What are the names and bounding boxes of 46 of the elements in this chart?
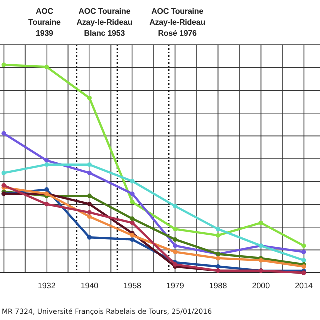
x-tick-label: 2000: [252, 282, 271, 291]
point: [87, 235, 92, 240]
x-tick-label: 2014: [295, 282, 314, 291]
text: AOC Touraine Azay-le-Rideau Rosé 1976: [150, 7, 206, 38]
point: [44, 64, 50, 70]
point: [130, 192, 135, 196]
point: [216, 256, 221, 261]
point: [302, 250, 306, 254]
point: [87, 96, 92, 101]
point: [130, 216, 135, 222]
point: [87, 210, 92, 215]
point: [173, 204, 178, 209]
point: [302, 258, 306, 263]
point: [130, 220, 135, 226]
point: [87, 194, 92, 198]
text: AOC Touraine 1939: [28, 7, 62, 38]
x-tick-label: 1979: [166, 282, 185, 291]
point: [130, 200, 135, 205]
x-tick-label: 1940: [80, 282, 100, 291]
point: [216, 264, 221, 270]
point: [173, 227, 178, 232]
x-tick-label: 1932: [38, 282, 56, 291]
point: [173, 237, 178, 242]
text: AOC Touraine Azay-le-Rideau Blanc 1953: [76, 7, 133, 38]
point: [44, 188, 50, 192]
point: [2, 62, 6, 68]
point: [130, 237, 135, 242]
x-tick-label: 1988: [209, 282, 228, 291]
point: [2, 131, 6, 136]
point: [87, 162, 92, 168]
point: [173, 244, 178, 248]
point: [216, 233, 221, 238]
point: [87, 170, 92, 176]
point: [173, 250, 178, 254]
point: [87, 202, 92, 207]
point: [258, 220, 264, 226]
point: [44, 202, 50, 207]
point: [44, 158, 50, 163]
point: [87, 214, 92, 220]
point: [302, 264, 306, 270]
point: [216, 227, 221, 232]
point: [2, 170, 6, 176]
point: [130, 179, 135, 184]
point: [302, 244, 306, 248]
x-tick-label: 1958: [124, 282, 142, 291]
point: [44, 162, 50, 168]
